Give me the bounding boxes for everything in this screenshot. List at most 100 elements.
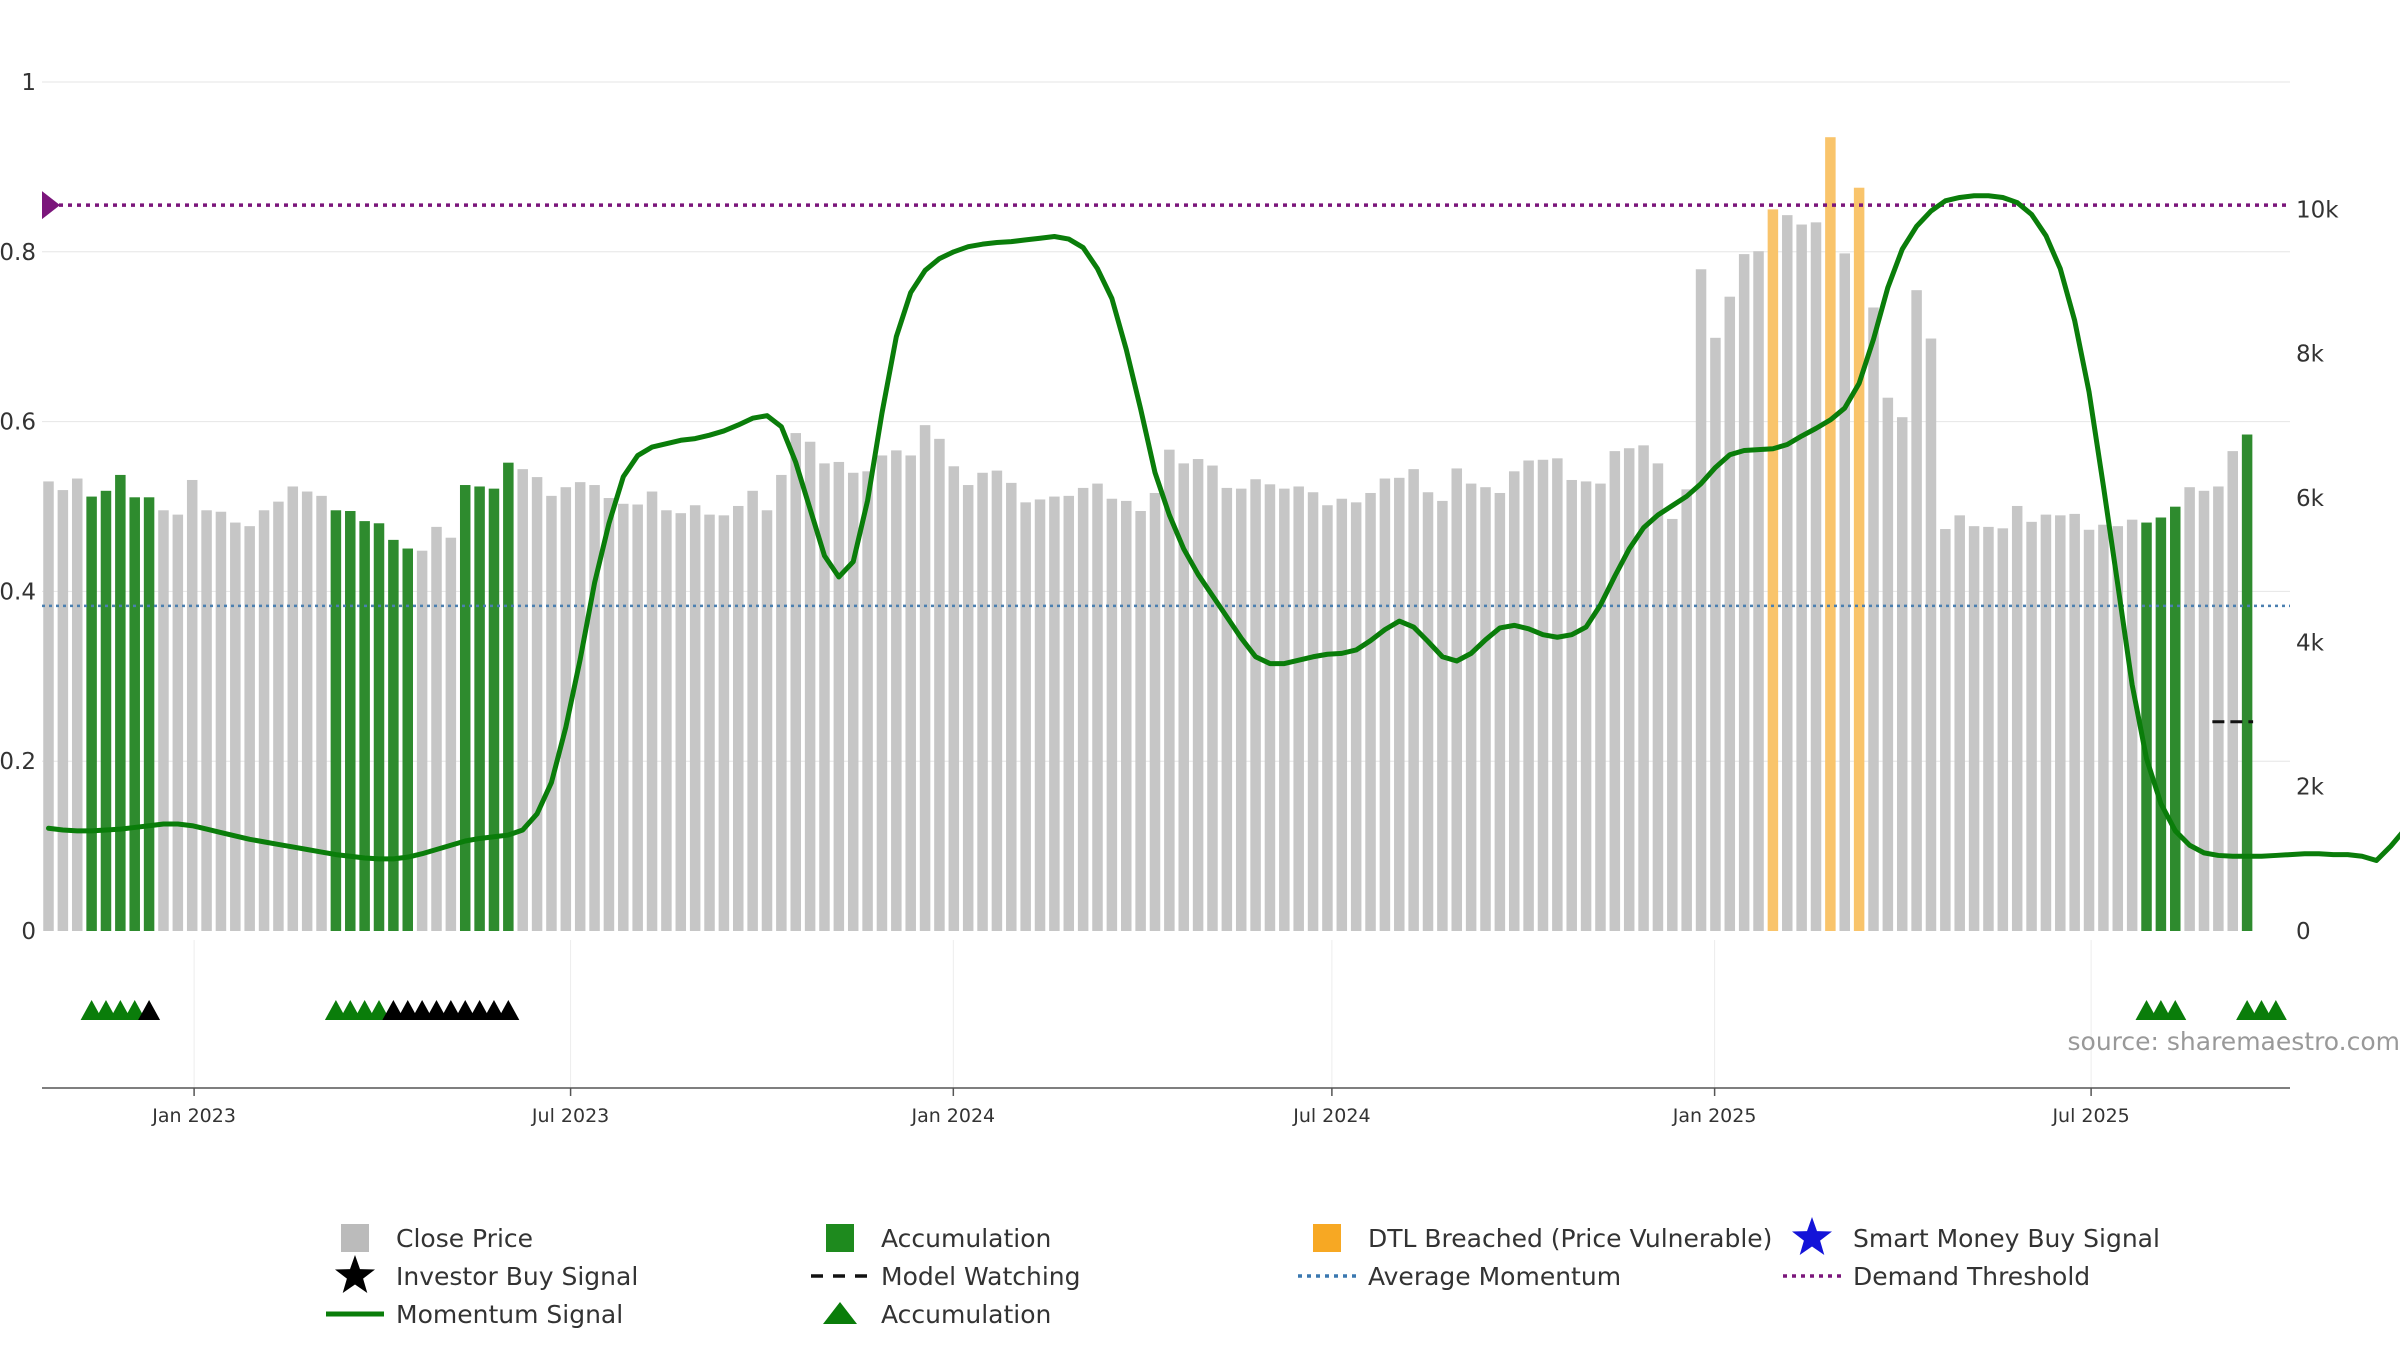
price-bar [1207, 465, 1218, 931]
price-bar [1724, 296, 1736, 931]
price-bar [1508, 471, 1520, 931]
price-bar [618, 503, 629, 931]
demand-threshold-marker [42, 191, 60, 220]
accumulation-triangle [2135, 1000, 2158, 1020]
legend: Close Price Accumulation DTL Breached (Pri… [326, 1217, 2160, 1329]
axes: 0 0.2 0.4 0.6 0.8 1 0 2k 4k 6k 8k 10k Jan 2023 Jul 20… [0, 70, 2339, 1127]
price-bar [948, 466, 960, 931]
price-bar [201, 510, 212, 931]
accumulation-triangle [2149, 1000, 2172, 1020]
dtl-breached-bar [1767, 209, 1779, 931]
price-bar [1092, 483, 1103, 931]
investor-buy-marker [482, 1000, 505, 1020]
left-axis-tick-label: 0.8 [0, 240, 36, 266]
price-bar [273, 501, 284, 931]
price-bar [1365, 492, 1376, 931]
accumulation-triangle [2250, 1000, 2273, 1020]
price-bar [2011, 505, 2023, 931]
accumulation-triangle [324, 1000, 347, 1020]
accumulation-bar [100, 490, 112, 931]
x-axis-tick-label: Jan 2024 [910, 1105, 995, 1127]
price-bar [1782, 215, 1793, 931]
price-bar [1307, 492, 1319, 931]
right-axis-tick-label: 10k [2296, 197, 2339, 223]
price-bar [2198, 490, 2210, 931]
investor-buy-marker [454, 1000, 477, 1020]
price-bar [1796, 224, 1807, 931]
price-bar [1695, 269, 1707, 931]
accumulation-bar [388, 539, 399, 931]
x-axis-tick-label: Jan 2025 [1672, 1105, 1757, 1127]
right-axis-tick-label: 8k [2296, 342, 2325, 368]
legend-label: Accumulation [881, 1224, 1051, 1253]
price-bar [258, 510, 270, 931]
accumulation-bar [115, 474, 126, 931]
signal-markers [80, 1000, 2287, 1020]
accumulation-triangle [123, 1000, 146, 1020]
price-bar [919, 425, 931, 931]
price-bar [1638, 445, 1649, 931]
price-bar [733, 505, 744, 931]
price-bar [574, 482, 586, 931]
price-bar [1652, 463, 1664, 931]
price-bar [862, 471, 873, 931]
investor-buy-marker [411, 1000, 434, 1020]
left-axis-tick-label: 0 [21, 919, 36, 945]
price-bar [1494, 492, 1506, 931]
price-bar [1810, 222, 1822, 931]
accumulation-bar [2155, 517, 2167, 931]
price-bar [2213, 486, 2224, 931]
price-bar [689, 505, 701, 931]
price-bar [1552, 458, 1563, 931]
legend-item: DTL Breached (Price Vulnerable) [1313, 1224, 1772, 1253]
price-bar [71, 478, 83, 931]
price-bar [1379, 478, 1391, 931]
price-bar [718, 515, 730, 931]
price-bar [1322, 505, 1333, 931]
price-bar [1753, 251, 1764, 931]
price-bar [675, 513, 687, 931]
investor-buy-marker [439, 1000, 462, 1020]
price-bar [1077, 487, 1089, 931]
price-bar [230, 522, 241, 931]
price-bar [1681, 489, 1692, 931]
price-bar [962, 485, 974, 931]
price-bar [1451, 468, 1463, 931]
price-bar [661, 510, 672, 931]
price-bar [1250, 479, 1261, 931]
price-bar [316, 495, 327, 931]
price-bar [1839, 253, 1850, 932]
accumulation-triangle [94, 1000, 117, 1020]
price-bar [2126, 519, 2138, 931]
price-bar [2083, 529, 2095, 931]
investor-buy-marker [425, 1000, 448, 1020]
price-bar [186, 479, 198, 931]
price-bar [57, 490, 69, 931]
price-bar [445, 537, 457, 931]
price-bar [991, 470, 1003, 931]
price-bar [1882, 397, 1894, 931]
price-bar [977, 472, 988, 931]
price-bar [1738, 254, 1750, 931]
price-bar [1264, 484, 1276, 931]
legend-item: Demand Threshold [1783, 1262, 2090, 1291]
price-bar [1437, 500, 1448, 931]
price-bar [1350, 502, 1362, 931]
price-bar [704, 514, 715, 931]
price-bar [158, 510, 169, 931]
price-bar [1192, 459, 1204, 931]
reference-lines [42, 191, 2290, 724]
legend-label: Demand Threshold [1853, 1262, 2090, 1291]
price-bar [934, 438, 945, 931]
x-axis-tick-label: Jul 2024 [1292, 1105, 1370, 1127]
price-bar [632, 504, 643, 931]
left-axis-tick-label: 0.2 [0, 749, 36, 775]
price-bar [1710, 337, 1721, 931]
accumulation-bar [359, 521, 370, 931]
right-axis-tick-label: 0 [2296, 919, 2311, 945]
x-axis-tick-label: Jan 2023 [151, 1105, 236, 1127]
legend-label: Momentum Signal [396, 1300, 623, 1329]
legend-label: Model Watching [881, 1262, 1081, 1291]
right-axis-tick-label: 6k [2296, 486, 2325, 512]
price-bar [287, 486, 299, 931]
